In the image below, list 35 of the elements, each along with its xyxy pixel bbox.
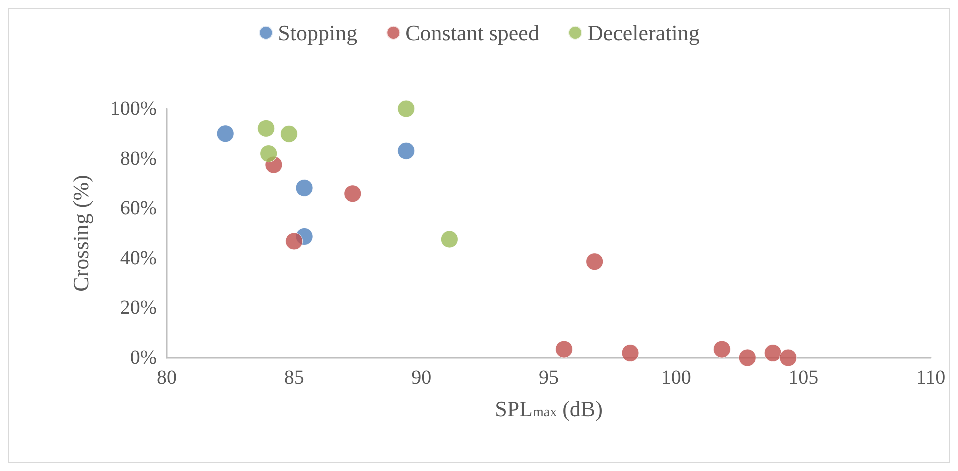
point [216, 125, 234, 143]
point [622, 344, 640, 362]
y-tick-label: 20% [120, 297, 157, 320]
y-tick-label: 80% [120, 148, 157, 170]
y-tick-label: 0% [130, 347, 157, 369]
point [344, 185, 362, 203]
point [280, 125, 298, 143]
y-tick-label: 100% [110, 98, 157, 120]
x-tick-label: 100 [661, 367, 692, 389]
y-tick-label: 40% [120, 247, 157, 270]
x-tick-label: 105 [788, 367, 819, 389]
x-tick-label: 95 [539, 367, 559, 389]
point [440, 230, 458, 248]
y-axis-title: Crossing (%) [68, 175, 94, 292]
legend-label: Constant speed [406, 20, 540, 46]
point [260, 145, 278, 163]
point [780, 349, 798, 367]
point [764, 344, 782, 362]
x-tick-label: 80 [157, 367, 177, 389]
point [258, 120, 276, 138]
point [713, 340, 731, 358]
point [556, 340, 574, 358]
point [738, 349, 756, 367]
point [586, 253, 604, 271]
point [398, 142, 416, 160]
point [398, 100, 416, 118]
point [286, 232, 304, 250]
legend-label: Decelerating [587, 20, 700, 46]
legend-label: Stopping [278, 20, 358, 46]
x-tick-label: 85 [284, 367, 304, 389]
point [296, 179, 314, 197]
y-tick-label: 60% [120, 198, 157, 220]
x-tick-label: 110 [916, 367, 946, 389]
x-axis-title: SPLmax (dB) [495, 396, 603, 422]
x-tick-label: 90 [412, 367, 432, 389]
